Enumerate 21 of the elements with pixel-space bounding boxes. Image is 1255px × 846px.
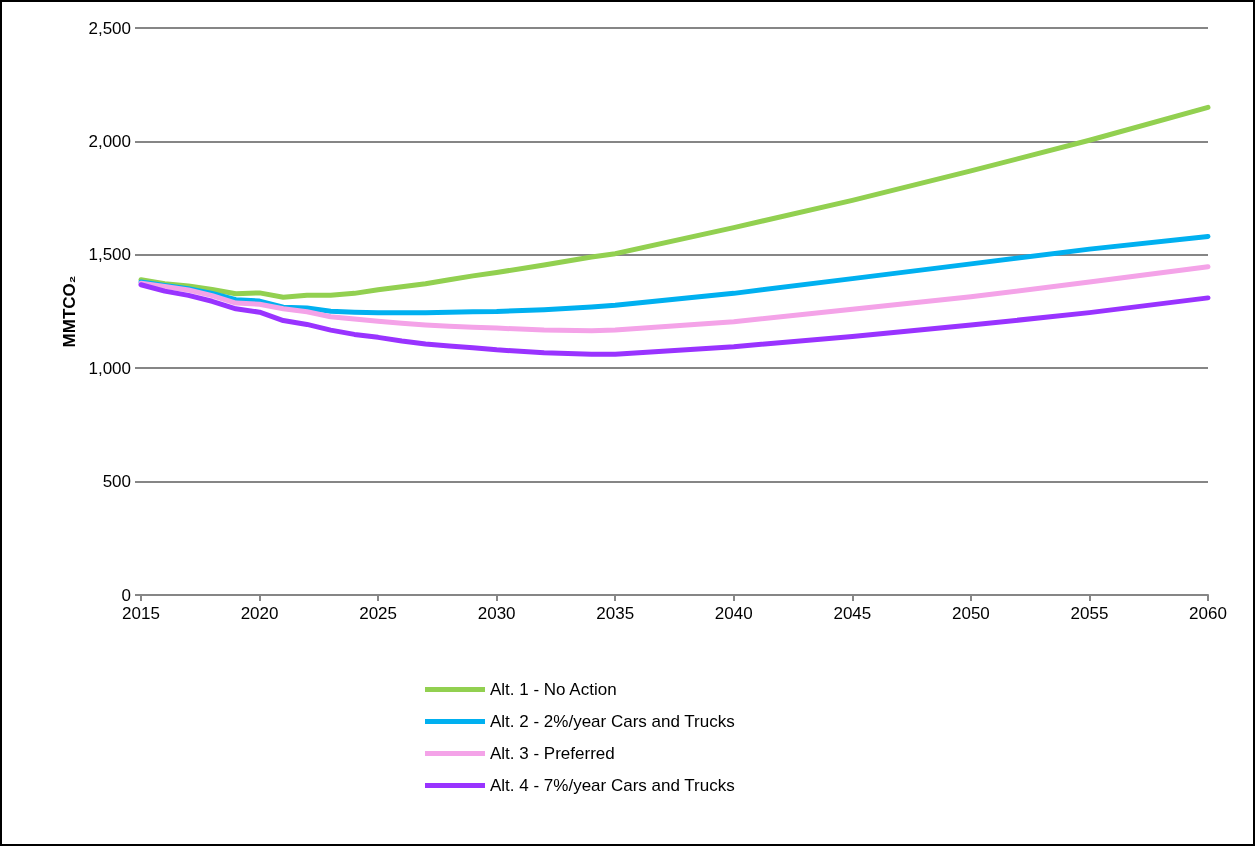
x-tick-label: 2035 xyxy=(596,604,635,623)
y-tick-label: 500 xyxy=(102,472,131,492)
y-tick-label: 2,500 xyxy=(88,18,131,38)
x-tick-label: 2015 xyxy=(122,604,160,623)
y-tick-label: 2,000 xyxy=(88,131,131,151)
legend-label: Alt. 1 - No Action xyxy=(490,680,617,699)
legend-label: Alt. 2 - 2%/year Cars and Trucks xyxy=(490,712,735,731)
x-tick-label: 2040 xyxy=(714,604,753,623)
y-tick-label: 0 xyxy=(121,585,131,605)
y-tick-label: 1,000 xyxy=(88,358,131,378)
x-tick-label: 2045 xyxy=(833,604,872,623)
x-tick-label: 2025 xyxy=(359,604,398,623)
x-tick-label: 2030 xyxy=(477,604,516,623)
x-tick-label: 2050 xyxy=(951,604,990,623)
y-axis-title: MMTCO₂ xyxy=(59,275,79,348)
x-tick-label: 2060 xyxy=(1189,604,1227,623)
x-tick-label: 2055 xyxy=(1070,604,1109,623)
x-tick-label: 2020 xyxy=(240,604,279,623)
legend-label: Alt. 4 - 7%/year Cars and Trucks xyxy=(490,776,735,795)
legend-label: Alt. 3 - Preferred xyxy=(490,744,615,763)
y-tick-label: 1,500 xyxy=(88,245,131,265)
